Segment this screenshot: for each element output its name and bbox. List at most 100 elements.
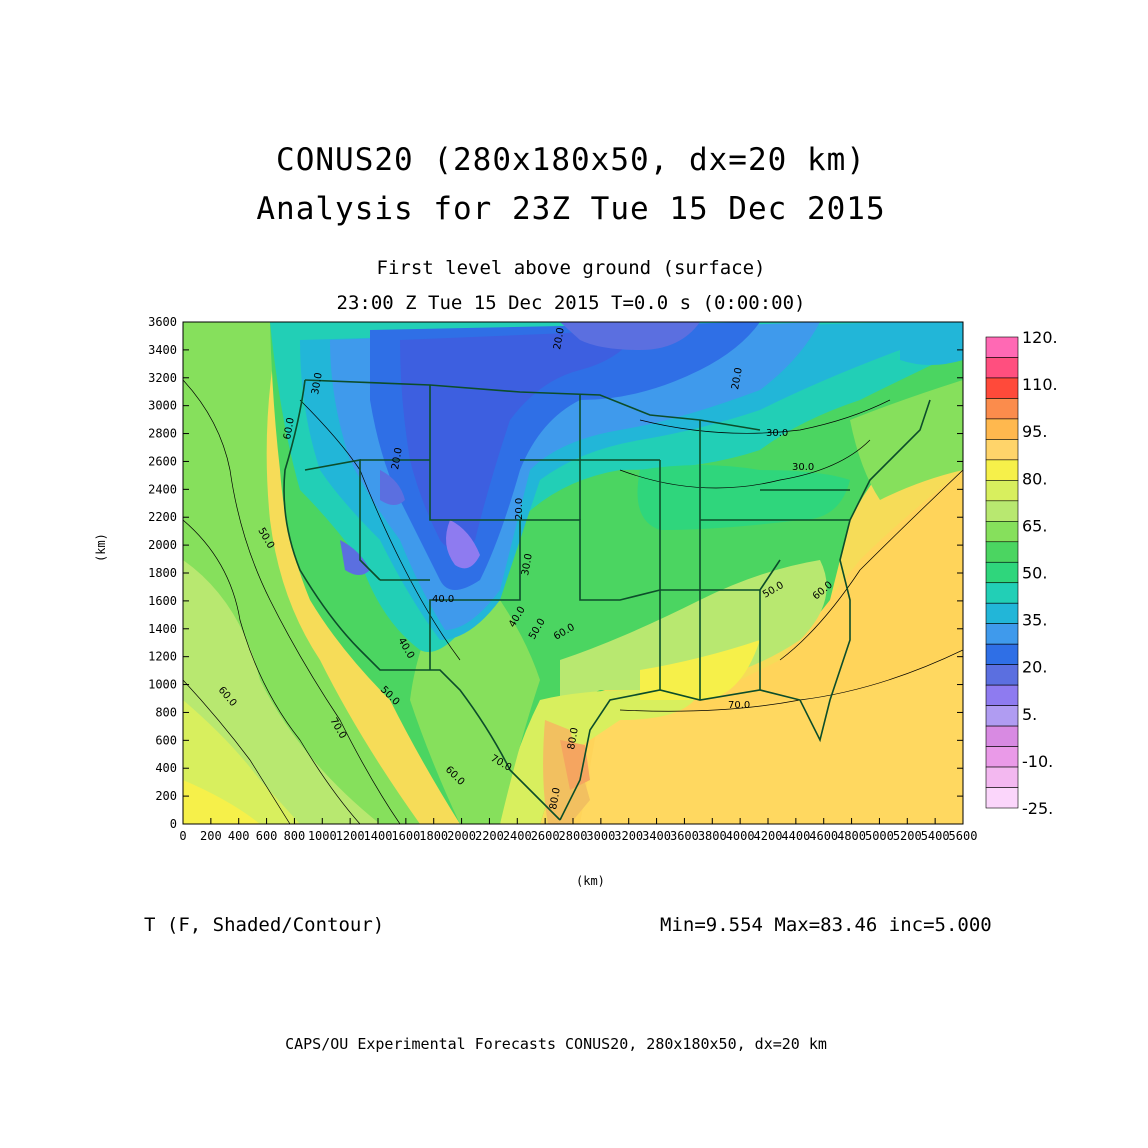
color-scale-swatch: [985, 746, 1019, 768]
y-tick-label: 400: [155, 761, 177, 775]
color-scale-swatch: [985, 541, 1019, 563]
color-scale-swatch: [985, 766, 1019, 788]
color-scale-swatch: [985, 480, 1019, 502]
credit-line: CAPS/OU Experimental Forecasts CONUS20, …: [285, 1035, 827, 1053]
color-scale-swatch: [985, 439, 1019, 461]
color-scale-label: 35.: [1022, 611, 1047, 630]
color-scale-swatch: [985, 602, 1019, 624]
y-tick-label: 0: [170, 817, 177, 831]
x-tick-label: 3000: [586, 829, 615, 843]
x-tick-label: 4200: [754, 829, 783, 843]
color-scale-label: -10.: [1022, 752, 1053, 771]
level-subtitle: First level above ground (surface): [376, 257, 766, 279]
contour-label: 80.0: [566, 727, 581, 751]
color-scale-swatch: [985, 521, 1019, 543]
field-statistics: Min=9.554 Max=83.46 inc=5.000: [660, 914, 992, 936]
color-scale-swatch: [985, 398, 1019, 420]
color-scale-label: 5.: [1022, 705, 1037, 724]
x-tick-label: 800: [284, 829, 306, 843]
color-scale-swatch: [985, 357, 1019, 379]
color-scale-swatch: [985, 643, 1019, 665]
color-scale-swatch: [985, 500, 1019, 522]
figure-title: CONUS20 (280x180x50, dx=20 km): [276, 142, 866, 178]
color-scale-swatch: [985, 623, 1019, 645]
color-scale-label: 50.: [1022, 564, 1047, 583]
color-scale-legend: 120. 110. 95. 80. 65. 50. 35. 20. 5. -10. -25.: [985, 328, 1058, 818]
color-scale-swatch: [985, 684, 1019, 706]
contour-label: 20.0: [730, 367, 745, 391]
temperature-field: [183, 322, 963, 824]
contour-label: 80.0: [548, 787, 563, 811]
color-scale-swatch: [985, 561, 1019, 584]
y-tick-label: 2000: [148, 538, 177, 552]
y-axis: 0 200 400 600 800 1000 1200 1400 1600 1800 2000 220…: [148, 315, 963, 831]
contour-label: 70.0: [728, 700, 750, 711]
color-scale-swatch: [985, 705, 1019, 727]
color-scale-swatch: [985, 582, 1019, 604]
color-scale-label: 65.: [1022, 516, 1047, 535]
x-tick-label: 4000: [726, 829, 755, 843]
contour-label: 30.0: [792, 462, 814, 473]
x-tick-label: 4400: [781, 829, 810, 843]
x-tick-label: 1200: [336, 829, 365, 843]
contour-label: 30.0: [310, 372, 325, 396]
x-tick-label: 4800: [837, 829, 866, 843]
x-tick-label: 3400: [642, 829, 671, 843]
x-tick-label: 1600: [391, 829, 420, 843]
y-tick-label: 3200: [148, 371, 177, 385]
color-scale-swatch: [985, 377, 1019, 399]
y-axis-unit: (km): [94, 533, 108, 562]
analysis-time-title: Analysis for 23Z Tue 15 Dec 2015: [256, 191, 886, 227]
x-tick-label: 3200: [614, 829, 643, 843]
y-tick-label: 200: [155, 789, 177, 803]
y-tick-label: 600: [155, 733, 177, 747]
y-tick-label: 1000: [148, 678, 177, 692]
contour-label: 60.0: [282, 417, 297, 441]
x-tick-label: 200: [200, 829, 222, 843]
color-scale-swatch: [985, 787, 1019, 809]
contour-label: 30.0: [520, 553, 535, 577]
x-tick-label: 3600: [670, 829, 699, 843]
contour-label: 30.0: [766, 428, 788, 439]
political-boundaries: [283, 379, 931, 821]
y-tick-label: 3600: [148, 315, 177, 329]
x-tick-label: 3800: [698, 829, 727, 843]
contour-label: 20.0: [552, 327, 567, 351]
x-tick-label: 1800: [419, 829, 448, 843]
color-scale-swatch: [985, 664, 1019, 686]
color-scale-label: 120.: [1022, 328, 1058, 347]
color-scale-swatch: [985, 725, 1019, 747]
x-tick-label: 5200: [893, 829, 922, 843]
y-tick-label: 2800: [148, 427, 177, 441]
field-description: T (F, Shaded/Contour): [144, 914, 385, 936]
x-tick-label: 2800: [559, 829, 588, 843]
x-tick-label: 5600: [949, 829, 978, 843]
color-scale-label: 110.: [1022, 375, 1058, 394]
y-tick-label: 2400: [148, 482, 177, 496]
x-tick-label: 2400: [503, 829, 532, 843]
y-tick-label: 1600: [148, 594, 177, 608]
color-scale-label: 20.: [1022, 658, 1047, 677]
x-tick-label: 2200: [475, 829, 504, 843]
x-tick-label: 2000: [447, 829, 476, 843]
color-scale-label: 95.: [1022, 422, 1047, 441]
y-tick-label: 2600: [148, 454, 177, 468]
x-tick-label: 5000: [865, 829, 894, 843]
x-tick-label: 0: [179, 829, 186, 843]
x-tick-label: 2600: [531, 829, 560, 843]
y-tick-label: 2200: [148, 510, 177, 524]
color-scale-label: -25.: [1022, 799, 1053, 818]
y-tick-label: 3400: [148, 343, 177, 357]
color-scale-swatch: [985, 418, 1019, 440]
contour-label: 20.0: [514, 498, 525, 520]
x-tick-label: 4600: [809, 829, 838, 843]
x-tick-label: 600: [256, 829, 278, 843]
y-tick-label: 800: [155, 705, 177, 719]
x-axis-unit: (km): [576, 874, 605, 888]
color-scale-swatch: [985, 459, 1019, 481]
color-scale-label: 80.: [1022, 469, 1047, 488]
x-tick-label: 1000: [308, 829, 337, 843]
x-tick-label: 400: [228, 829, 250, 843]
x-tick-label: 1400: [364, 829, 393, 843]
